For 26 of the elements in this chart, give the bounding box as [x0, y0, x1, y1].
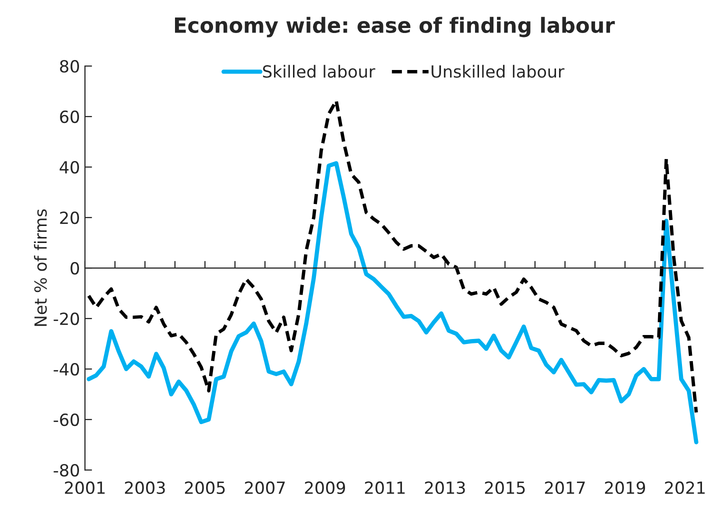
legend-label: Skilled labour: [263, 64, 376, 78]
y-tick-label: -40: [54, 362, 79, 376]
x-tick-label: 2017: [545, 481, 585, 494]
x-tick-label: 2013: [425, 481, 465, 494]
x-tick-label: 2021: [665, 481, 705, 494]
y-tick-label: 0: [70, 262, 79, 275]
y-tick-label: -60: [54, 413, 79, 426]
x-tick-label: 2007: [244, 481, 285, 494]
x-tick-label: 2009: [305, 481, 346, 494]
y-tick-label: 40: [60, 161, 79, 174]
x-tick-label: 2005: [184, 481, 225, 494]
x-tick-label: 2003: [124, 481, 165, 494]
x-tick-label: 2011: [365, 481, 405, 494]
chart-title: Economy wide: ease of finding labour: [175, 16, 615, 38]
y-tick-label: 80: [60, 60, 79, 73]
line-series: [86, 161, 698, 444]
y-tick-label: 20: [60, 212, 79, 224]
x-tick-label: 2001: [64, 481, 105, 494]
line-series: [87, 98, 698, 414]
legend-label: Unskilled labour: [432, 64, 564, 78]
y-tick-label: -80: [54, 464, 79, 477]
x-tick-label: 2015: [485, 481, 525, 494]
y-tick-label: -20: [54, 312, 79, 326]
y-tick-label: 60: [60, 110, 79, 124]
y-axis-title: Net % of firms: [34, 209, 47, 326]
x-tick-label: 2019: [605, 481, 646, 494]
